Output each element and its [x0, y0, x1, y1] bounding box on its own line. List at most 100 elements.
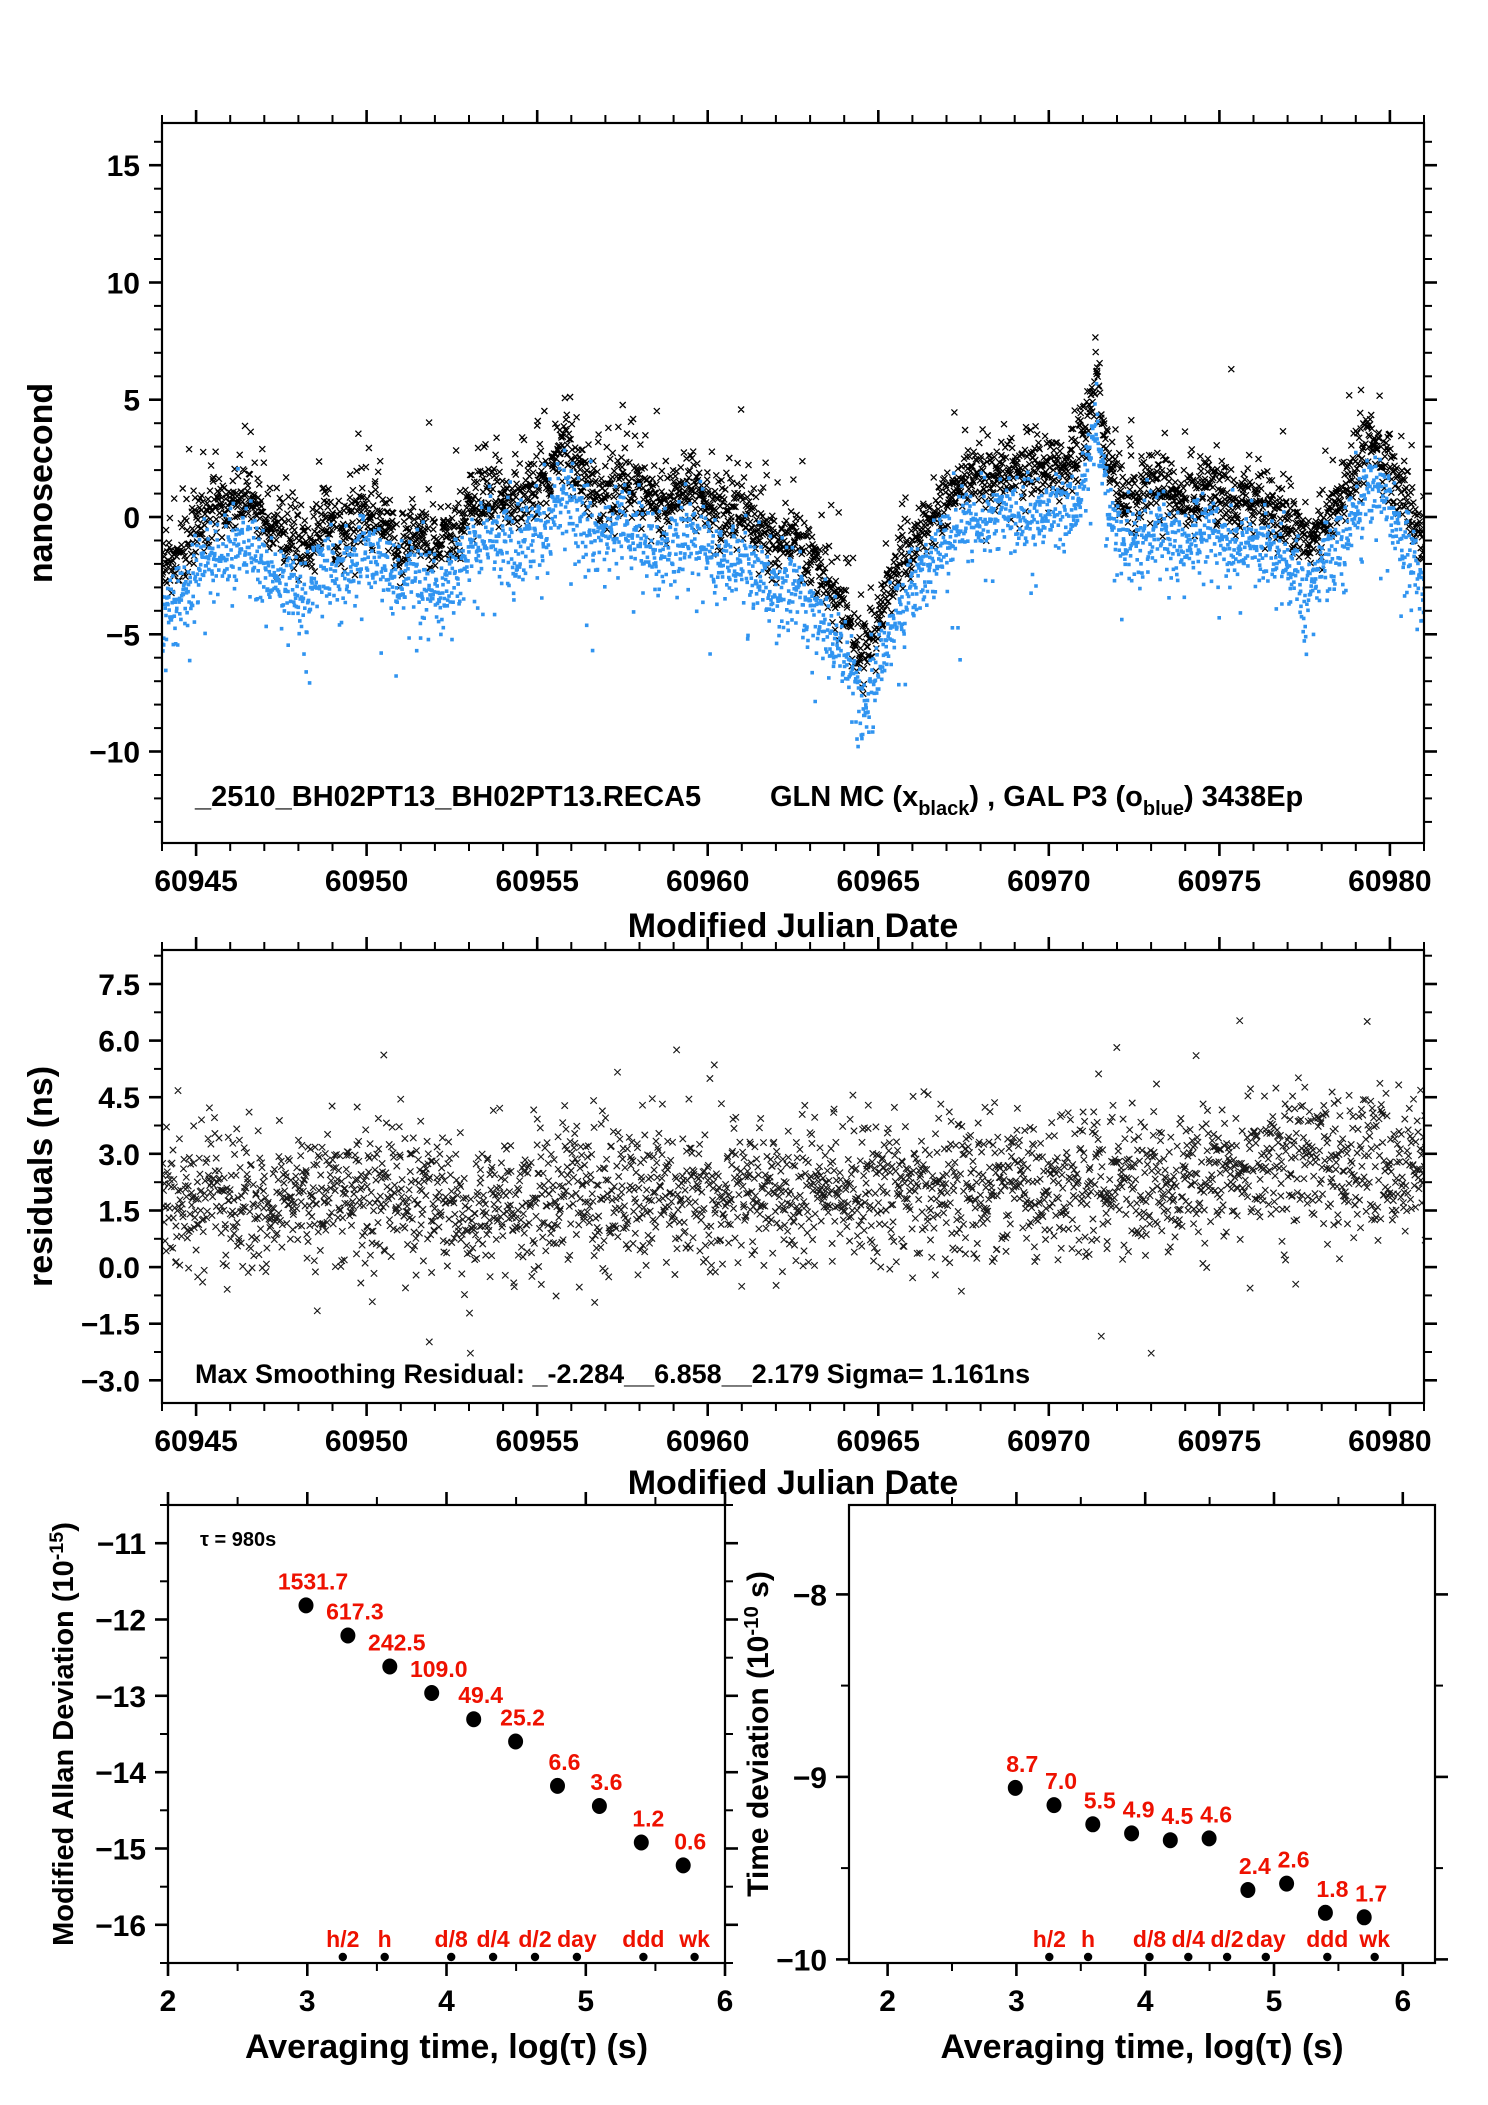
mdev-time-mark	[488, 1952, 498, 1962]
tdev-point	[1317, 1904, 1333, 1921]
tdev-point-label: 7.0	[1045, 1768, 1077, 1794]
panel-top-xtick-label: 60965	[837, 865, 920, 898]
panel-residuals-ytick-label: 7.5	[98, 969, 140, 1002]
panel-tdev-xtick-label: 4	[1137, 1985, 1154, 2018]
tdev-point-label: 2.4	[1239, 1853, 1271, 1879]
tdev-time-mark-label: h/2	[1033, 1926, 1066, 1952]
mdev-point-label: 242.5	[368, 1629, 426, 1655]
panel-mdev-ytick-label: −14	[95, 1757, 146, 1790]
tdev-point-label: 5.5	[1084, 1787, 1116, 1813]
panel-top-xtick-label: 60970	[1007, 865, 1090, 898]
panel-top-ytick-label: −10	[89, 737, 140, 770]
mdev-time-mark	[572, 1952, 582, 1962]
tdev-time-mark-label: wk	[1358, 1926, 1390, 1952]
panel-tdev-ytick-label: −9	[793, 1762, 827, 1795]
tdev-point	[1356, 1909, 1372, 1926]
mdev-point	[550, 1777, 565, 1794]
mdev-yaxis-title: Modified Allan Deviation (10-15)	[46, 1522, 80, 1946]
panel-mdev-axes: 2 3 4 5 6 −11 −12 −13 −14 −15 −16	[95, 1492, 738, 2018]
mdev-time-mark-label: d/4	[476, 1926, 509, 1952]
panel-top-xtick-label: 60975	[1178, 865, 1261, 898]
panel-tdev-xtick-label: 3	[1008, 1985, 1025, 2018]
mdev-point	[591, 1798, 607, 1814]
series-gln-mc-markers	[162, 333, 1424, 698]
mdev-time-mark	[530, 1952, 540, 1962]
mdev-time-mark	[447, 1952, 456, 1962]
tdev-time-mark	[1323, 1952, 1332, 1962]
tdev-point-label: 4.5	[1161, 1803, 1193, 1829]
mdev-time-mark	[639, 1952, 648, 1962]
panel-residuals-ytick-label: 1.5	[98, 1195, 140, 1228]
tdev-time-mark-label: d/2	[1210, 1926, 1243, 1952]
residuals-xaxis-title: Modified Julian Date	[628, 1464, 959, 1502]
tdev-point-label: 4.6	[1200, 1801, 1232, 1827]
panel-residuals-xtick-label: 60980	[1348, 1425, 1431, 1458]
panel-residuals-ytick-label: −3.0	[81, 1365, 140, 1398]
top-annotation-series: GLN MC (xblack) , GAL P3 (oblue) 3438Ep	[770, 781, 1303, 820]
panel-mdev-xtick-label: 4	[438, 1985, 455, 2018]
mdev-point-label: 6.6	[548, 1749, 580, 1775]
tdev-time-mark	[1145, 1952, 1154, 1962]
panel-residuals-ytick-label: 0.0	[98, 1252, 140, 1285]
mdev-point-label: 3.6	[590, 1769, 622, 1795]
panel-residuals-xtick-label: 60960	[666, 1425, 749, 1458]
panel-mdev-ytick-label: −15	[95, 1834, 146, 1867]
panel-top-ytick-label: 10	[107, 267, 140, 300]
series-gal-p3-markers	[162, 381, 1424, 749]
panel-tdev-xtick-label: 5	[1266, 1985, 1283, 2018]
tdev-point-label: 8.7	[1006, 1751, 1038, 1777]
tdev-point-label: 2.6	[1278, 1847, 1310, 1873]
panel-top-axes: 60945 60950 60955 60960 60965 60970 60975 60980…	[89, 110, 1437, 898]
mdev-time-mark-label: h/2	[326, 1926, 359, 1952]
mdev-time-mark	[380, 1952, 389, 1962]
mdev-point-label: 49.4	[458, 1682, 503, 1708]
tdev-content: 8.7 7.0 5.5 4.9 4.5 4.6 2.4 2.61.8 1.7 h/2 h d/8 d/4…	[1006, 1751, 1390, 1962]
tdev-time-mark-label: h	[1081, 1926, 1095, 1952]
mdev-point-label: 0.6	[674, 1828, 706, 1854]
residuals-yaxis-title: residuals (ns)	[22, 1066, 60, 1287]
panel-top-ytick-label: 0	[123, 502, 140, 535]
panel-residuals-xtick-label: 60950	[325, 1425, 408, 1458]
mdev-point	[340, 1627, 356, 1644]
tdev-time-mark	[1045, 1952, 1054, 1962]
tdev-time-mark	[1261, 1952, 1271, 1962]
panel-mdev-xtick-label: 2	[160, 1985, 177, 2018]
mdev-point	[424, 1685, 440, 1701]
tdev-point	[1046, 1797, 1062, 1814]
panel-tdev-ytick-label: −8	[793, 1579, 827, 1612]
residual-markers	[162, 1017, 1424, 1357]
mdev-point-label: 1531.7	[278, 1568, 348, 1594]
tdev-yaxis-title: Time deviation (10-10 s)	[741, 1571, 775, 1897]
panel-residuals-axes: 60945 60950 60955 60960 60965 60970 60975 60980…	[81, 937, 1437, 1458]
mdev-point	[633, 1834, 649, 1851]
panel-top-xtick-label: 60980	[1348, 865, 1431, 898]
mdev-point	[508, 1733, 524, 1750]
panel-residuals-ytick-label: 6.0	[98, 1026, 140, 1059]
panel-mdev-xtick-label: 5	[577, 1985, 594, 2018]
tdev-time-mark-label: day	[1246, 1926, 1286, 1952]
panel-top-xtick-label: 60960	[666, 865, 749, 898]
mdev-time-mark-label: d/2	[518, 1926, 551, 1952]
panel-top-xtick-label: 60945	[154, 865, 237, 898]
tdev-point	[1201, 1830, 1217, 1847]
mdev-point	[466, 1711, 482, 1728]
tdev-point	[1240, 1882, 1256, 1898]
tdev-point	[1007, 1779, 1023, 1796]
panel-residuals-ytick-label: 3.0	[98, 1139, 140, 1172]
mdev-point-label: 617.3	[326, 1598, 384, 1624]
mdev-point-label: 25.2	[500, 1705, 545, 1731]
panel-residuals-xtick-label: 60945	[154, 1425, 237, 1458]
panel-tdev-xtick-label: 6	[1394, 1985, 1411, 2018]
tdev-time-mark	[1184, 1952, 1193, 1962]
panel-tdev-axes: 2 3 4 5 6 −8 −9 −10	[776, 1492, 1448, 2018]
mdev-point	[382, 1658, 398, 1675]
top-xaxis-title: Modified Julian Date	[628, 907, 959, 945]
mdev-time-mark-label: d/8	[435, 1926, 468, 1952]
panel-top-ytick-label: 5	[123, 385, 140, 418]
tdev-xaxis-title: Averaging time, log(τ) (s)	[940, 2028, 1343, 2066]
panel-mdev-frame	[166, 1503, 727, 1965]
mdev-time-mark-label: ddd	[622, 1926, 664, 1952]
tdev-point	[1085, 1816, 1101, 1833]
